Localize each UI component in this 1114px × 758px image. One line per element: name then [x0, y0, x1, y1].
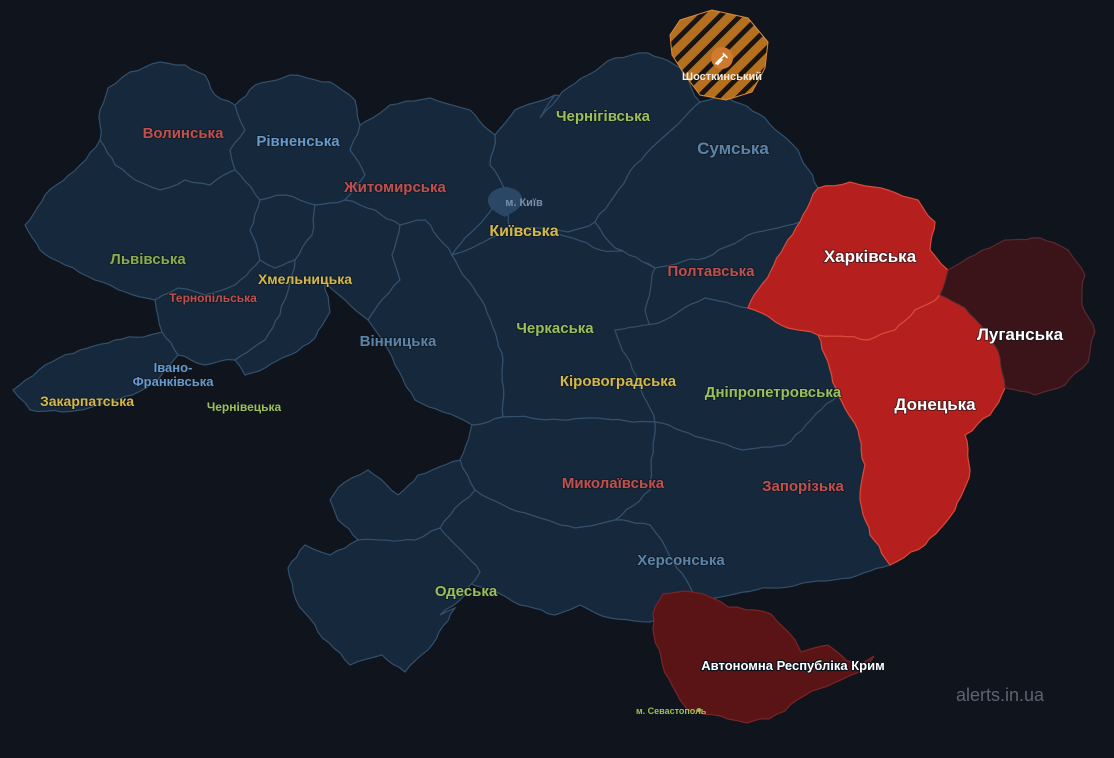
- svg-text:Волинська: Волинська: [143, 125, 225, 142]
- svg-text:Шосткинський: Шосткинський: [682, 71, 762, 83]
- svg-text:Черкаська: Черкаська: [516, 320, 594, 337]
- svg-text:Донецька: Донецька: [894, 395, 976, 414]
- svg-text:Сумська: Сумська: [697, 139, 769, 158]
- svg-text:Полтавська: Полтавська: [667, 263, 755, 280]
- svg-text:Кіровоградська: Кіровоградська: [560, 373, 677, 390]
- svg-text:Київська: Київська: [489, 223, 558, 240]
- svg-text:Львівська: Львівська: [110, 251, 186, 268]
- svg-text:Чернігівська: Чернігівська: [556, 108, 651, 125]
- svg-text:Закарпатська: Закарпатська: [40, 393, 134, 409]
- svg-text:Автономна Республіка Крим: Автономна Республіка Крим: [701, 658, 884, 673]
- svg-text:Миколаївська: Миколаївська: [562, 475, 665, 492]
- svg-text:Житомирська: Житомирська: [343, 179, 446, 196]
- svg-text:Херсонська: Херсонська: [637, 552, 725, 569]
- svg-text:Одеська: Одеська: [435, 583, 498, 600]
- svg-text:Вінницька: Вінницька: [360, 333, 437, 350]
- svg-text:alerts.in.ua: alerts.in.ua: [956, 685, 1045, 705]
- svg-text:Хмельницька: Хмельницька: [258, 271, 352, 287]
- svg-text:м. Севастополь: м. Севастополь: [636, 706, 707, 716]
- svg-text:Дніпропетровська: Дніпропетровська: [705, 384, 842, 401]
- svg-text:Запорізька: Запорізька: [762, 478, 844, 495]
- svg-text:Івано-: Івано-: [154, 360, 193, 375]
- svg-text:Луганська: Луганська: [977, 325, 1064, 344]
- svg-text:Чернівецька: Чернівецька: [207, 400, 282, 414]
- svg-text:Рівненська: Рівненська: [256, 133, 340, 150]
- svg-text:Франківська: Франківська: [133, 374, 215, 389]
- svg-text:Харківська: Харківська: [824, 247, 917, 266]
- svg-text:Тернопільська: Тернопільська: [169, 291, 257, 305]
- svg-text:м. Київ: м. Київ: [505, 197, 543, 209]
